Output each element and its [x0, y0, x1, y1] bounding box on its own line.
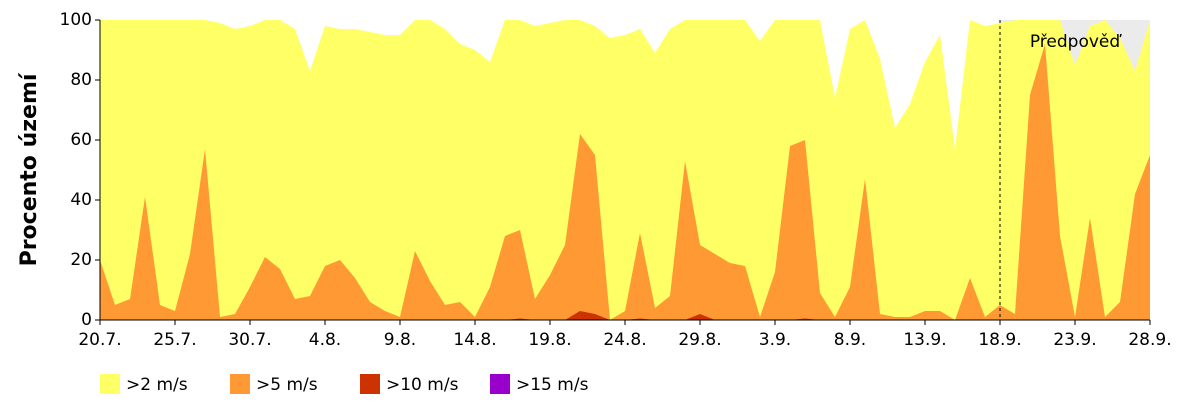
- legend-label: >5 m/s: [256, 375, 318, 395]
- x-tick-label: 8.9.: [834, 330, 866, 350]
- legend-swatch: [360, 374, 380, 394]
- y-tick-label: 60: [70, 130, 92, 150]
- areas: [100, 20, 1150, 320]
- y-axis-title: Procento území: [17, 72, 42, 266]
- legend-label: >2 m/s: [126, 375, 188, 395]
- x-tick-label: 29.8.: [678, 330, 721, 350]
- x-tick-label: 25.7.: [153, 330, 196, 350]
- area: [100, 20, 1150, 320]
- annotation: Předpověď: [1030, 32, 1123, 52]
- x-tick-label: 14.8.: [453, 330, 496, 350]
- x-tick-label: 9.8.: [384, 330, 416, 350]
- y-tick-label: 80: [70, 70, 92, 90]
- x-tick-label: 20.7.: [78, 330, 121, 350]
- y-tick-label: 0: [81, 310, 92, 330]
- x-tick-label: 24.8.: [603, 330, 646, 350]
- legend-label: >15 m/s: [516, 375, 589, 395]
- y-tick-label: 100: [60, 10, 92, 30]
- legend-swatch: [230, 374, 250, 394]
- x-tick-label: 23.9.: [1053, 330, 1096, 350]
- x-tick-label: 19.8.: [528, 330, 571, 350]
- x-tick-label: 13.9.: [903, 330, 946, 350]
- x-tick-label: 28.9.: [1128, 330, 1171, 350]
- x-tick-label: 18.9.: [978, 330, 1021, 350]
- x-tick-label: 30.7.: [228, 330, 271, 350]
- y-tick-label: 40: [70, 190, 92, 210]
- legend-swatch: [100, 374, 120, 394]
- area: [100, 44, 1150, 320]
- legend-swatch: [490, 374, 510, 394]
- x-tick-label: 4.8.: [309, 330, 341, 350]
- legend-label: >10 m/s: [386, 375, 459, 395]
- x-tick-label: 3.9.: [759, 330, 791, 350]
- y-tick-label: 20: [70, 250, 92, 270]
